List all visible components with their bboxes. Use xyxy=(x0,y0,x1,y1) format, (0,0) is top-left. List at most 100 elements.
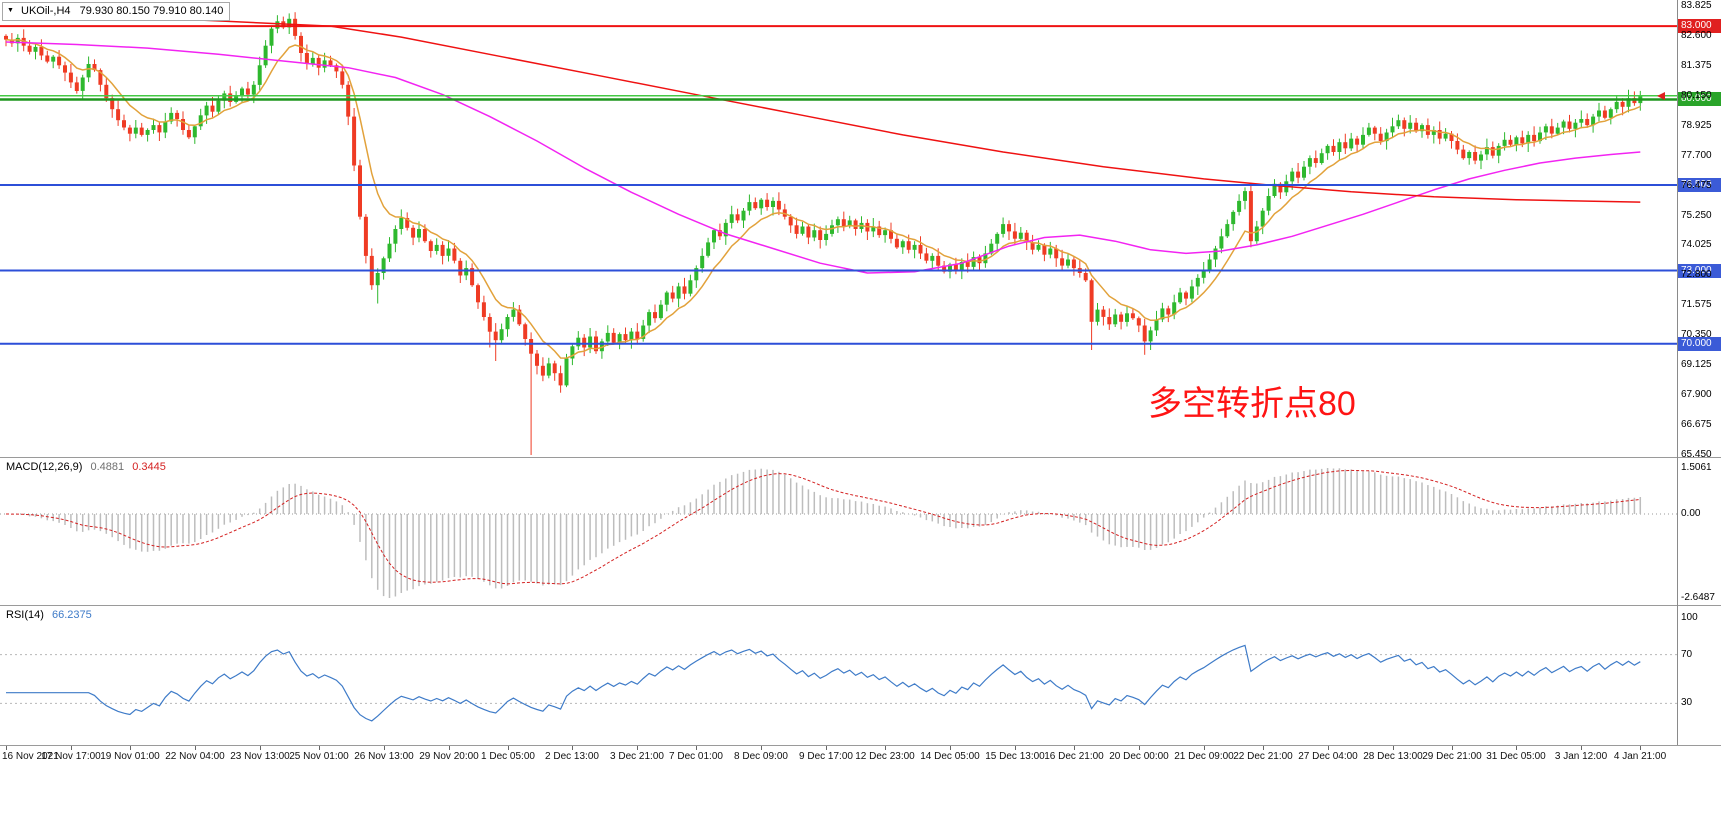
symbol-info-box[interactable]: ▼ UKOil-,H4 79.930 80.150 79.910 80.140 xyxy=(2,2,231,21)
price-axis-label: 76.475 xyxy=(1681,180,1712,191)
candle-body xyxy=(1071,259,1076,269)
rsi-scale-label: 70 xyxy=(1681,649,1693,660)
time-axis-tick xyxy=(1452,746,1453,750)
candle-body xyxy=(959,262,964,271)
rsi-name: RSI(14) xyxy=(6,609,44,621)
candle-body xyxy=(33,46,38,52)
candle-body xyxy=(1390,126,1395,133)
time-axis[interactable]: 16 Nov 2021 17 Nov 17:00 19 Nov 01:00 22 No… xyxy=(0,746,1721,839)
candle-body xyxy=(747,202,752,211)
time-axis-label: 17 Nov 17:00 xyxy=(41,751,101,762)
price-level-badge: 76.500 xyxy=(1678,178,1721,192)
candle-body xyxy=(753,202,758,209)
price-axis-label: 66.675 xyxy=(1681,419,1712,430)
time-axis-label: 22 Nov 04:00 xyxy=(165,751,225,762)
candle-body xyxy=(771,200,775,207)
candle-body xyxy=(1467,152,1472,159)
candle-body xyxy=(853,220,858,229)
candle-body xyxy=(1414,122,1419,132)
candle-body xyxy=(682,286,687,294)
price-axis-label: 82.600 xyxy=(1681,30,1712,41)
candle-body xyxy=(977,257,982,264)
time-axis-tick xyxy=(1581,746,1582,750)
candle-body xyxy=(310,57,315,64)
time-axis-tick xyxy=(885,746,886,750)
macd-panel-canvas[interactable] xyxy=(0,458,1677,605)
candle-body xyxy=(1425,125,1430,135)
candle-body xyxy=(222,93,227,101)
candle-body xyxy=(86,64,91,78)
candle-body xyxy=(564,358,569,386)
price-axis-label: 81.375 xyxy=(1681,60,1712,71)
panel-separator-rsi[interactable] xyxy=(0,605,1721,606)
candle-body xyxy=(989,243,994,254)
candle-body xyxy=(670,292,675,299)
price-axis-label: 77.700 xyxy=(1681,150,1712,161)
candle-body xyxy=(1366,127,1371,135)
candle-body xyxy=(1154,319,1159,331)
candle-body xyxy=(1231,211,1236,225)
candle-body xyxy=(1207,259,1212,271)
candle-body xyxy=(1189,286,1194,299)
candle-body xyxy=(181,119,185,130)
candle-body xyxy=(1148,330,1153,342)
candle-body xyxy=(812,230,817,238)
candle-body xyxy=(387,243,392,259)
candle-body xyxy=(428,241,433,251)
time-axis-tick xyxy=(260,746,261,750)
candle-body xyxy=(116,109,121,121)
candle-body xyxy=(299,35,303,53)
candle-body xyxy=(1266,196,1271,211)
candle-body xyxy=(617,334,622,343)
rsi-panel-canvas[interactable] xyxy=(0,606,1677,745)
time-axis-label: 14 Dec 05:00 xyxy=(920,751,980,762)
candle-body xyxy=(635,331,640,339)
candle-body xyxy=(546,363,551,376)
candle-body xyxy=(151,125,156,130)
candle-body xyxy=(1402,120,1407,129)
collapse-icon[interactable]: ▼ xyxy=(7,7,14,14)
candle-body xyxy=(800,226,805,234)
time-axis-label: 2 Dec 13:00 xyxy=(545,751,599,762)
chart-annotation-text[interactable]: 多空转折点80 xyxy=(1148,385,1356,423)
candle-body xyxy=(877,226,882,236)
candle-body xyxy=(1626,98,1631,107)
time-axis-label: 7 Dec 01:00 xyxy=(669,751,723,762)
candle-body xyxy=(27,45,32,52)
price-axis-label: 72.800 xyxy=(1681,269,1712,280)
candle-body xyxy=(1325,145,1330,154)
candle-body xyxy=(1461,149,1466,159)
time-axis-tick xyxy=(1139,746,1140,750)
candle-body xyxy=(871,226,876,232)
time-axis-label: 23 Nov 13:00 xyxy=(230,751,290,762)
candle-body xyxy=(552,363,557,374)
candle-body xyxy=(1520,137,1525,144)
time-axis-label: 25 Nov 01:00 xyxy=(289,751,349,762)
candle-body xyxy=(1313,158,1318,163)
candle-body xyxy=(1549,126,1554,134)
candle-body xyxy=(1319,153,1324,163)
candle-body xyxy=(629,331,634,341)
price-axis-label: 75.250 xyxy=(1681,210,1712,221)
time-axis-tick xyxy=(1015,746,1016,750)
time-axis-label: 22 Dec 21:00 xyxy=(1233,751,1293,762)
candle-body xyxy=(1307,158,1312,167)
candle-body xyxy=(942,265,947,272)
candle-body xyxy=(688,280,693,294)
candle-body xyxy=(1378,133,1383,141)
price-axis[interactable]: 83.000 80.000 76.500 73.000 70.000 83.825 82.6… xyxy=(1677,0,1721,745)
time-axis-tick xyxy=(950,746,951,750)
panel-separator-macd[interactable] xyxy=(0,457,1721,458)
candle-body xyxy=(1272,183,1277,196)
ma-fast-line xyxy=(5,38,1641,359)
candle-body xyxy=(1384,132,1389,142)
candle-body xyxy=(1119,314,1124,322)
candle-body xyxy=(1195,277,1200,287)
candle-body xyxy=(1290,171,1295,182)
candle-body xyxy=(1573,122,1578,129)
candle-body xyxy=(505,317,510,330)
candle-body xyxy=(405,218,410,228)
current-price-arrow-icon xyxy=(1657,92,1665,100)
candle-body xyxy=(576,337,581,347)
main-chart-canvas[interactable] xyxy=(0,0,1677,457)
